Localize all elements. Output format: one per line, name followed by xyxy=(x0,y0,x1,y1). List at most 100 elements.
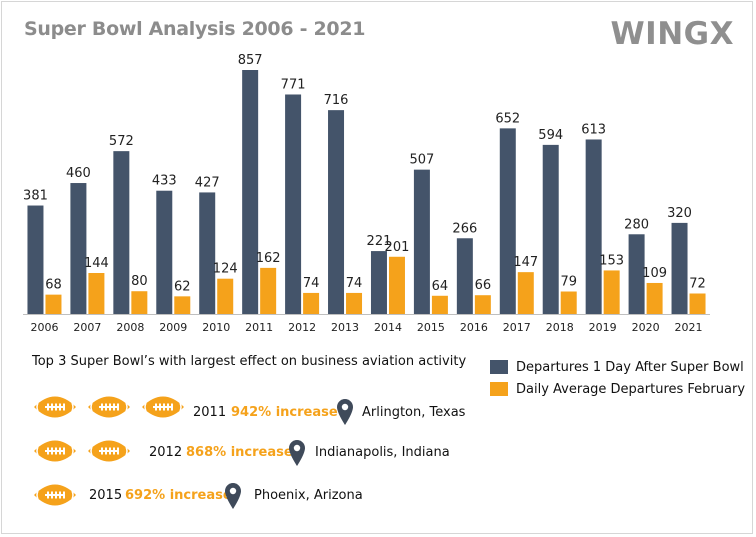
football-icon xyxy=(32,436,78,466)
x-tick-label: 2018 xyxy=(546,321,574,334)
data-label-departures-after: 433 xyxy=(152,174,177,189)
legend-label: Departures 1 Day After Super Bowl xyxy=(516,359,744,375)
brand-logo: WINGX xyxy=(610,16,734,52)
bar-departures-after xyxy=(413,169,430,314)
bar-departures-after xyxy=(328,110,345,315)
bar-daily-average xyxy=(474,295,491,314)
data-label-departures-after: 716 xyxy=(324,93,349,108)
x-tick-label: 2012 xyxy=(288,321,316,334)
bar-daily-average xyxy=(431,295,448,314)
bar-departures-after xyxy=(456,238,473,314)
bar-departures-after xyxy=(113,151,130,314)
x-tick-label: 2017 xyxy=(503,321,531,334)
data-label-departures-after: 507 xyxy=(409,153,434,168)
data-label-daily-average: 147 xyxy=(513,255,538,270)
x-tick-label: 2011 xyxy=(245,321,273,334)
football-icon xyxy=(32,392,78,422)
data-label-departures-after: 857 xyxy=(238,53,263,68)
data-label-daily-average: 144 xyxy=(84,256,109,271)
bar-departures-after xyxy=(542,144,559,314)
x-tick-label: 2019 xyxy=(589,321,617,334)
data-label-daily-average: 153 xyxy=(599,253,624,268)
location-pin-icon xyxy=(337,399,353,425)
legend-swatch-orange xyxy=(490,382,508,396)
bar-departures-after xyxy=(199,192,216,314)
summary-subtitle: Top 3 Super Bowl’s with largest effect o… xyxy=(32,354,467,369)
legend-label: Daily Average Departures February xyxy=(516,381,746,397)
data-label-departures-after: 280 xyxy=(624,217,649,232)
data-label-daily-average: 162 xyxy=(256,251,281,266)
data-label-daily-average: 66 xyxy=(475,278,492,293)
row-location: Indianapolis, Indiana xyxy=(315,445,450,460)
location-pin-icon xyxy=(289,440,305,466)
bar-daily-average xyxy=(560,291,577,314)
football-icon xyxy=(86,392,132,422)
bar-departures-after xyxy=(285,94,302,314)
data-label-departures-after: 266 xyxy=(452,221,477,236)
data-label-daily-average: 109 xyxy=(642,266,667,281)
football-icon xyxy=(140,392,186,422)
data-label-departures-after: 613 xyxy=(581,122,606,137)
bar-departures-after xyxy=(499,128,516,314)
top-row-2011: 2011 942% increase Arlington, Texas xyxy=(0,392,756,432)
football-icon xyxy=(32,480,78,510)
x-tick-label: 2010 xyxy=(202,321,230,334)
legend-item-daily-average: Daily Average Departures February xyxy=(490,378,745,400)
legend: Departures 1 Day After Super Bowl Daily … xyxy=(490,356,745,400)
bar-departures-after xyxy=(671,222,688,314)
data-label-daily-average: 68 xyxy=(45,278,62,293)
bar-departures-after xyxy=(156,190,173,314)
football-icon xyxy=(86,436,132,466)
data-label-daily-average: 72 xyxy=(689,277,706,292)
data-label-departures-after: 652 xyxy=(495,111,520,126)
bar-departures-after xyxy=(27,205,44,314)
x-tick-label: 2007 xyxy=(73,321,101,334)
data-label-daily-average: 201 xyxy=(385,240,410,255)
data-label-departures-after: 320 xyxy=(667,206,692,221)
data-label-daily-average: 64 xyxy=(432,279,449,294)
top-row-2015: 2015 692% increase Phoenix, Arizona xyxy=(0,480,756,520)
bar-departures-after xyxy=(70,183,87,314)
bar-departures-after xyxy=(628,234,645,314)
row-increase: 942% increase xyxy=(231,405,338,420)
bar-daily-average xyxy=(260,267,277,314)
row-year: 2012 xyxy=(149,445,183,460)
data-label-daily-average: 124 xyxy=(213,262,238,277)
bar-departures-after xyxy=(242,70,259,314)
bar-daily-average xyxy=(388,256,405,314)
bar-chart: 381 68 2006 460 144 2007 572 80 2008 433 62 2009 427… xyxy=(23,53,710,334)
bar-daily-average xyxy=(217,278,234,314)
bar-daily-average xyxy=(88,273,105,314)
bar-daily-average xyxy=(131,291,148,314)
data-label-daily-average: 80 xyxy=(131,274,148,289)
x-tick-label: 2006 xyxy=(30,321,58,334)
bar-daily-average xyxy=(646,282,663,314)
bar-daily-average xyxy=(303,292,320,314)
bar-daily-average xyxy=(689,293,706,314)
data-label-departures-after: 572 xyxy=(109,134,134,149)
bar-departures-after xyxy=(370,251,387,314)
data-label-departures-after: 460 xyxy=(66,166,91,181)
x-tick-label: 2009 xyxy=(159,321,187,334)
legend-item-departures-after: Departures 1 Day After Super Bowl xyxy=(490,356,745,378)
row-increase: 868% increase xyxy=(186,445,293,460)
row-location: Phoenix, Arizona xyxy=(254,488,363,503)
x-tick-label: 2008 xyxy=(116,321,144,334)
data-label-departures-after: 427 xyxy=(195,175,220,190)
chart-title: Super Bowl Analysis 2006 - 2021 xyxy=(24,18,366,40)
bar-departures-after xyxy=(585,139,602,314)
data-label-departures-after: 594 xyxy=(538,128,563,143)
x-tick-label: 2014 xyxy=(374,321,402,334)
bar-daily-average xyxy=(517,272,534,314)
x-tick-label: 2016 xyxy=(460,321,488,334)
legend-swatch-dark xyxy=(490,360,508,374)
data-label-departures-after: 221 xyxy=(367,234,392,249)
x-tick-label: 2013 xyxy=(331,321,359,334)
x-tick-label: 2015 xyxy=(417,321,445,334)
data-label-daily-average: 62 xyxy=(174,279,191,294)
location-pin-icon xyxy=(225,483,241,509)
row-year: 2011 xyxy=(193,405,227,420)
data-label-departures-after: 381 xyxy=(23,189,48,204)
data-label-daily-average: 74 xyxy=(303,276,320,291)
x-tick-label: 2021 xyxy=(675,321,703,334)
